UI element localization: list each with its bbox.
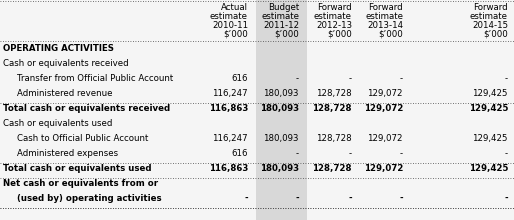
Text: 129,425: 129,425: [469, 164, 508, 173]
Text: -: -: [296, 149, 299, 158]
Text: 180,093: 180,093: [264, 134, 299, 143]
Text: 129,072: 129,072: [368, 134, 403, 143]
Text: Budget: Budget: [268, 3, 299, 12]
Text: 180,093: 180,093: [260, 104, 299, 113]
Text: Forward: Forward: [473, 3, 508, 12]
Text: 2011-12: 2011-12: [263, 21, 299, 30]
Text: (used by) operating activities: (used by) operating activities: [17, 194, 161, 203]
Text: Transfer from Official Public Account: Transfer from Official Public Account: [17, 74, 173, 83]
Text: 128,728: 128,728: [313, 104, 352, 113]
Text: Forward: Forward: [317, 3, 352, 12]
Text: Net cash or equivalents from or: Net cash or equivalents from or: [3, 179, 158, 188]
Text: -: -: [504, 194, 508, 203]
Text: estimate: estimate: [314, 12, 352, 21]
Text: 116,863: 116,863: [209, 164, 248, 173]
Text: -: -: [399, 194, 403, 203]
Text: -: -: [296, 74, 299, 83]
Text: 180,093: 180,093: [260, 164, 299, 173]
Text: -: -: [400, 149, 403, 158]
Text: 616: 616: [231, 149, 248, 158]
Text: $’000: $’000: [274, 30, 299, 39]
Text: $’000: $’000: [223, 30, 248, 39]
Text: 116,247: 116,247: [212, 89, 248, 98]
Text: Cash or equivalents received: Cash or equivalents received: [3, 59, 128, 68]
Text: -: -: [505, 149, 508, 158]
Text: 128,728: 128,728: [317, 89, 352, 98]
Text: 180,093: 180,093: [264, 89, 299, 98]
Bar: [256, 0, 307, 220]
Text: 129,072: 129,072: [363, 104, 403, 113]
Text: -: -: [349, 149, 352, 158]
Text: -: -: [296, 194, 299, 203]
Text: -: -: [400, 74, 403, 83]
Text: Cash or equivalents used: Cash or equivalents used: [3, 119, 113, 128]
Text: $’000: $’000: [327, 30, 352, 39]
Text: 128,728: 128,728: [313, 164, 352, 173]
Text: 2010-11: 2010-11: [212, 21, 248, 30]
Text: 129,072: 129,072: [363, 164, 403, 173]
Text: estimate: estimate: [210, 12, 248, 21]
Text: 2012-13: 2012-13: [316, 21, 352, 30]
Text: -: -: [505, 74, 508, 83]
Text: 129,425: 129,425: [472, 89, 508, 98]
Text: 116,863: 116,863: [209, 104, 248, 113]
Text: estimate: estimate: [365, 12, 403, 21]
Text: estimate: estimate: [470, 12, 508, 21]
Text: Cash to Official Public Account: Cash to Official Public Account: [17, 134, 149, 143]
Text: $’000: $’000: [483, 30, 508, 39]
Text: OPERATING ACTIVITIES: OPERATING ACTIVITIES: [3, 44, 114, 53]
Text: Administered revenue: Administered revenue: [17, 89, 113, 98]
Text: 116,247: 116,247: [212, 134, 248, 143]
Text: 2014-15: 2014-15: [472, 21, 508, 30]
Text: Total cash or equivalents used: Total cash or equivalents used: [3, 164, 152, 173]
Text: Forward: Forward: [369, 3, 403, 12]
Text: -: -: [349, 74, 352, 83]
Text: Administered expenses: Administered expenses: [17, 149, 118, 158]
Text: 128,728: 128,728: [317, 134, 352, 143]
Text: -: -: [348, 194, 352, 203]
Text: estimate: estimate: [261, 12, 299, 21]
Text: 129,072: 129,072: [368, 89, 403, 98]
Text: Total cash or equivalents received: Total cash or equivalents received: [3, 104, 170, 113]
Text: 129,425: 129,425: [469, 104, 508, 113]
Text: 129,425: 129,425: [472, 134, 508, 143]
Text: 2013-14: 2013-14: [367, 21, 403, 30]
Text: -: -: [244, 194, 248, 203]
Text: 616: 616: [231, 74, 248, 83]
Text: Actual: Actual: [221, 3, 248, 12]
Text: $’000: $’000: [378, 30, 403, 39]
